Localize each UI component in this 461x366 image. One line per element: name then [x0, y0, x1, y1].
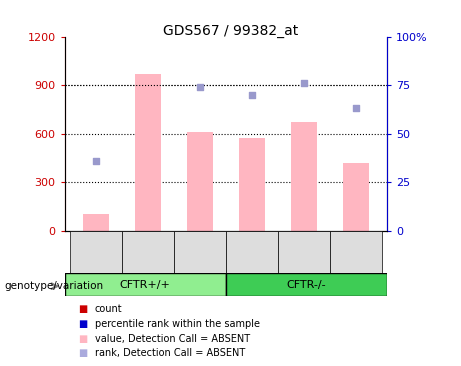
Text: GDS567 / 99382_at: GDS567 / 99382_at — [163, 24, 298, 38]
Point — [352, 105, 360, 111]
FancyBboxPatch shape — [226, 231, 278, 273]
FancyBboxPatch shape — [278, 231, 330, 273]
Bar — [187, 132, 213, 231]
Bar — [343, 163, 369, 231]
Text: percentile rank within the sample: percentile rank within the sample — [95, 319, 260, 329]
Text: ■: ■ — [78, 304, 88, 314]
Text: genotype/variation: genotype/variation — [5, 281, 104, 291]
FancyBboxPatch shape — [122, 231, 174, 273]
Text: value, Detection Call = ABSENT: value, Detection Call = ABSENT — [95, 333, 249, 344]
Point — [92, 158, 100, 164]
Bar — [239, 138, 265, 231]
Bar — [291, 122, 317, 231]
Text: CFTR+/+: CFTR+/+ — [120, 280, 171, 290]
Text: rank, Detection Call = ABSENT: rank, Detection Call = ABSENT — [95, 348, 245, 358]
FancyBboxPatch shape — [330, 231, 382, 273]
Text: CFTR-/-: CFTR-/- — [287, 280, 326, 290]
FancyBboxPatch shape — [174, 231, 226, 273]
FancyBboxPatch shape — [70, 231, 122, 273]
FancyBboxPatch shape — [226, 273, 387, 296]
Text: ■: ■ — [78, 333, 88, 344]
Point — [300, 81, 307, 86]
Text: ■: ■ — [78, 348, 88, 358]
Point — [248, 92, 255, 98]
Bar — [83, 214, 109, 231]
FancyBboxPatch shape — [65, 273, 226, 296]
Text: count: count — [95, 304, 122, 314]
Bar — [135, 74, 161, 231]
Point — [196, 84, 204, 90]
Text: ■: ■ — [78, 319, 88, 329]
